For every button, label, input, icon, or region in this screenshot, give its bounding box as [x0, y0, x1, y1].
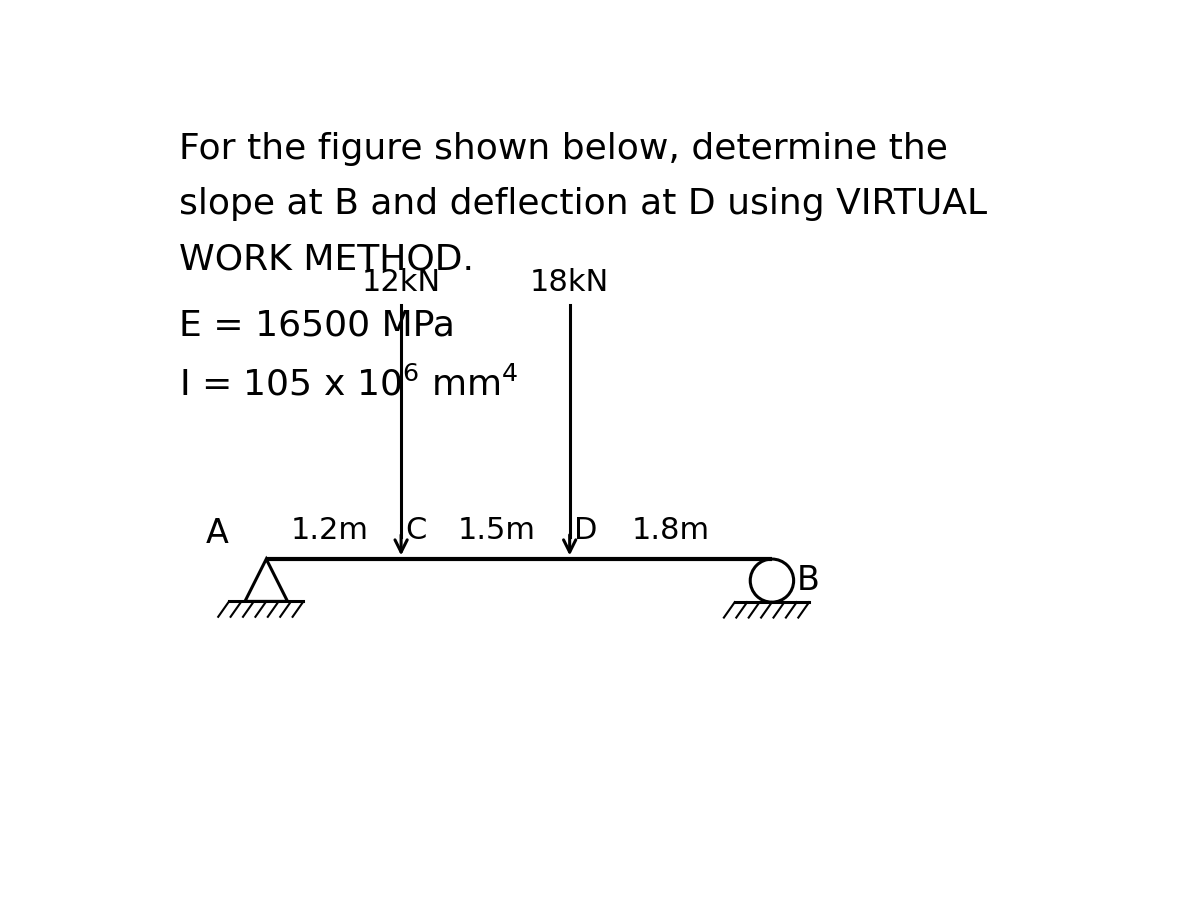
Text: For the figure shown below, determine the: For the figure shown below, determine th…	[180, 132, 948, 166]
Text: 18kN: 18kN	[530, 268, 610, 297]
Text: 1.2m: 1.2m	[290, 516, 368, 545]
Text: 1.8m: 1.8m	[631, 516, 710, 545]
Text: B: B	[797, 564, 820, 597]
Text: I = 105 x 10$^6$ mm$^4$: I = 105 x 10$^6$ mm$^4$	[180, 367, 518, 403]
Text: E = 16500 MPa: E = 16500 MPa	[180, 309, 455, 343]
Text: A: A	[206, 517, 229, 550]
Text: slope at B and deflection at D using VIRTUAL: slope at B and deflection at D using VIR…	[180, 187, 988, 221]
Text: 1.5m: 1.5m	[458, 516, 536, 545]
Text: D: D	[574, 516, 596, 545]
Text: C: C	[404, 516, 426, 545]
Text: 12kN: 12kN	[361, 268, 440, 297]
Text: WORK METHOD.: WORK METHOD.	[180, 243, 474, 277]
